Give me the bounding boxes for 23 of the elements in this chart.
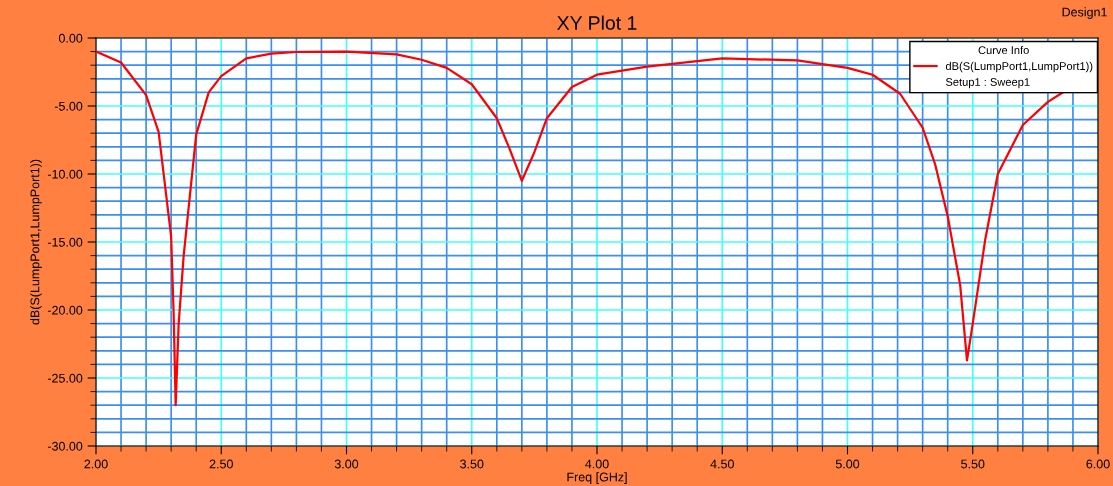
x-tick-label: 4.00: [585, 459, 609, 469]
y-tick-label: -10.00: [47, 169, 83, 179]
annotation: Setup1 : Sweep1: [945, 78, 1030, 89]
x-tick-label: 2.50: [209, 459, 233, 469]
x-tick-label: 3.50: [460, 459, 484, 469]
text: Design1: [1062, 7, 1107, 19]
y-axis-title: dB(S(LumpPort1,LumpPort1)): [30, 159, 42, 325]
chart-title: XY Plot 1: [557, 15, 637, 30]
y-tick-label: -15.00: [47, 237, 83, 247]
x-tick-label: 5.00: [835, 459, 860, 469]
x-tick-label: 5.50: [961, 459, 985, 469]
y-tick-label: -20.00: [47, 305, 83, 315]
legend-label: dB(S(LumpPort1,LumpPort1)): [945, 61, 1093, 73]
y-tick-label: 0.00: [58, 33, 83, 43]
x-tick-label: 6.00: [1086, 459, 1110, 469]
x-tick-label: 3.00: [334, 459, 359, 469]
legend-title: Curve Info: [978, 45, 1029, 55]
y-tick-label: -30.00: [47, 441, 83, 451]
y-tick-label: -5.00: [54, 101, 83, 111]
x-tick-label: 2.00: [84, 459, 108, 469]
x-axis-title: Freq [GHz]: [567, 472, 627, 484]
x-tick-label: 4.50: [710, 459, 734, 469]
y-tick-label: -25.00: [47, 373, 83, 383]
